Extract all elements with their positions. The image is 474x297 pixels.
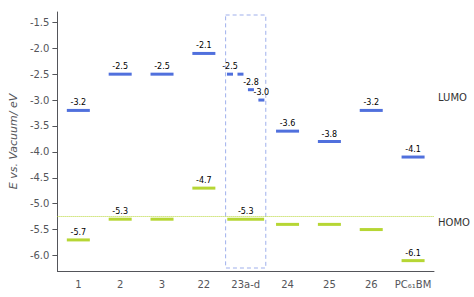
svg-text:1: 1 [75,279,81,290]
svg-text:22: 22 [197,279,210,290]
svg-text:-2.0: -2.0 [30,43,50,54]
svg-text:-2.5: -2.5 [222,62,238,71]
svg-text:-1.5: -1.5 [30,17,50,28]
svg-text:23a-d: 23a-d [231,279,260,290]
svg-text:-4.0: -4.0 [30,146,50,157]
svg-text:-2.1: -2.1 [196,41,212,50]
svg-text:-6.0: -6.0 [30,250,50,261]
svg-text:-3.8: -3.8 [322,130,338,139]
svg-text:-6.1: -6.1 [405,249,421,258]
svg-text:26: 26 [365,279,378,290]
svg-text:-5.7: -5.7 [71,228,87,237]
svg-text:-2.5: -2.5 [112,62,128,71]
svg-text:24: 24 [281,279,294,290]
svg-text:-3.5: -3.5 [30,120,50,131]
svg-text:-3.0: -3.0 [254,88,270,97]
svg-text:-3.0: -3.0 [30,95,50,106]
svg-text:-5.3: -5.3 [238,207,254,216]
svg-text:-3.2: -3.2 [71,98,87,107]
svg-text:3: 3 [159,279,165,290]
svg-text:-5.5: -5.5 [30,224,50,235]
svg-text:-2.8: -2.8 [243,78,259,87]
svg-text:-5.0: -5.0 [30,198,50,209]
svg-text:PC₆₁BM: PC₆₁BM [395,279,432,290]
svg-text:-4.5: -4.5 [30,172,50,183]
svg-text:E vs. Vacuum/ eV: E vs. Vacuum/ eV [7,92,20,189]
svg-text:-2.5: -2.5 [154,62,170,71]
svg-text:-2.5: -2.5 [30,69,50,80]
svg-text:25: 25 [323,279,336,290]
svg-text:-4.1: -4.1 [405,145,421,154]
svg-text:-3.6: -3.6 [280,119,296,128]
svg-text:2: 2 [117,279,123,290]
svg-text:HOMO: HOMO [438,217,470,228]
svg-text:-3.2: -3.2 [363,98,379,107]
svg-text:-5.3: -5.3 [112,207,128,216]
svg-text:LUMO: LUMO [438,92,467,103]
svg-text:-4.7: -4.7 [196,176,212,185]
